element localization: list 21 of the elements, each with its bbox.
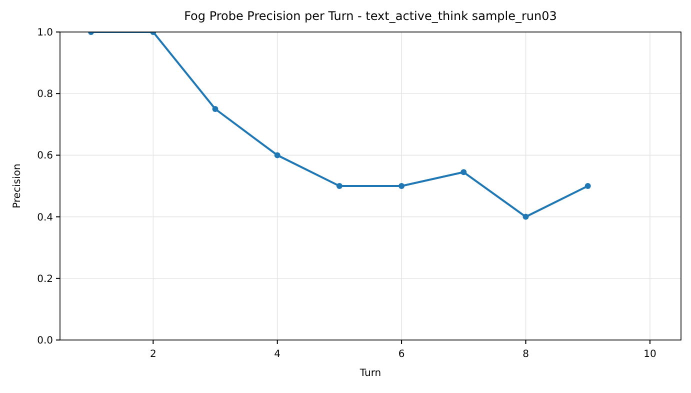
- point: [274, 152, 280, 158]
- x-tick-label: 6: [398, 349, 405, 360]
- chart-title: Fog Probe Precision per Turn - text_active_think sample_run03: [184, 9, 557, 23]
- y-tick-label: 0.8: [37, 89, 53, 100]
- point: [398, 183, 405, 189]
- x-tick-label: 2: [150, 349, 156, 360]
- y-tick-label: 0.4: [37, 212, 53, 224]
- y-tick-label: 0.0: [37, 336, 53, 346]
- y-tick-label: 1.0: [37, 28, 53, 38]
- point: [212, 106, 218, 112]
- y-tick-label: 0.6: [37, 150, 53, 162]
- x-axis-title: Turn: [358, 368, 382, 379]
- x-tick-label: 8: [522, 349, 529, 360]
- y-tick-label: 0.2: [37, 274, 53, 285]
- x-tick-label: 4: [274, 349, 281, 360]
- point: [522, 214, 529, 220]
- point: [584, 183, 591, 189]
- y-axis-title: Precision: [12, 164, 23, 208]
- point: [460, 169, 467, 176]
- point: [336, 183, 342, 189]
- x-tick-label: 10: [644, 349, 656, 360]
